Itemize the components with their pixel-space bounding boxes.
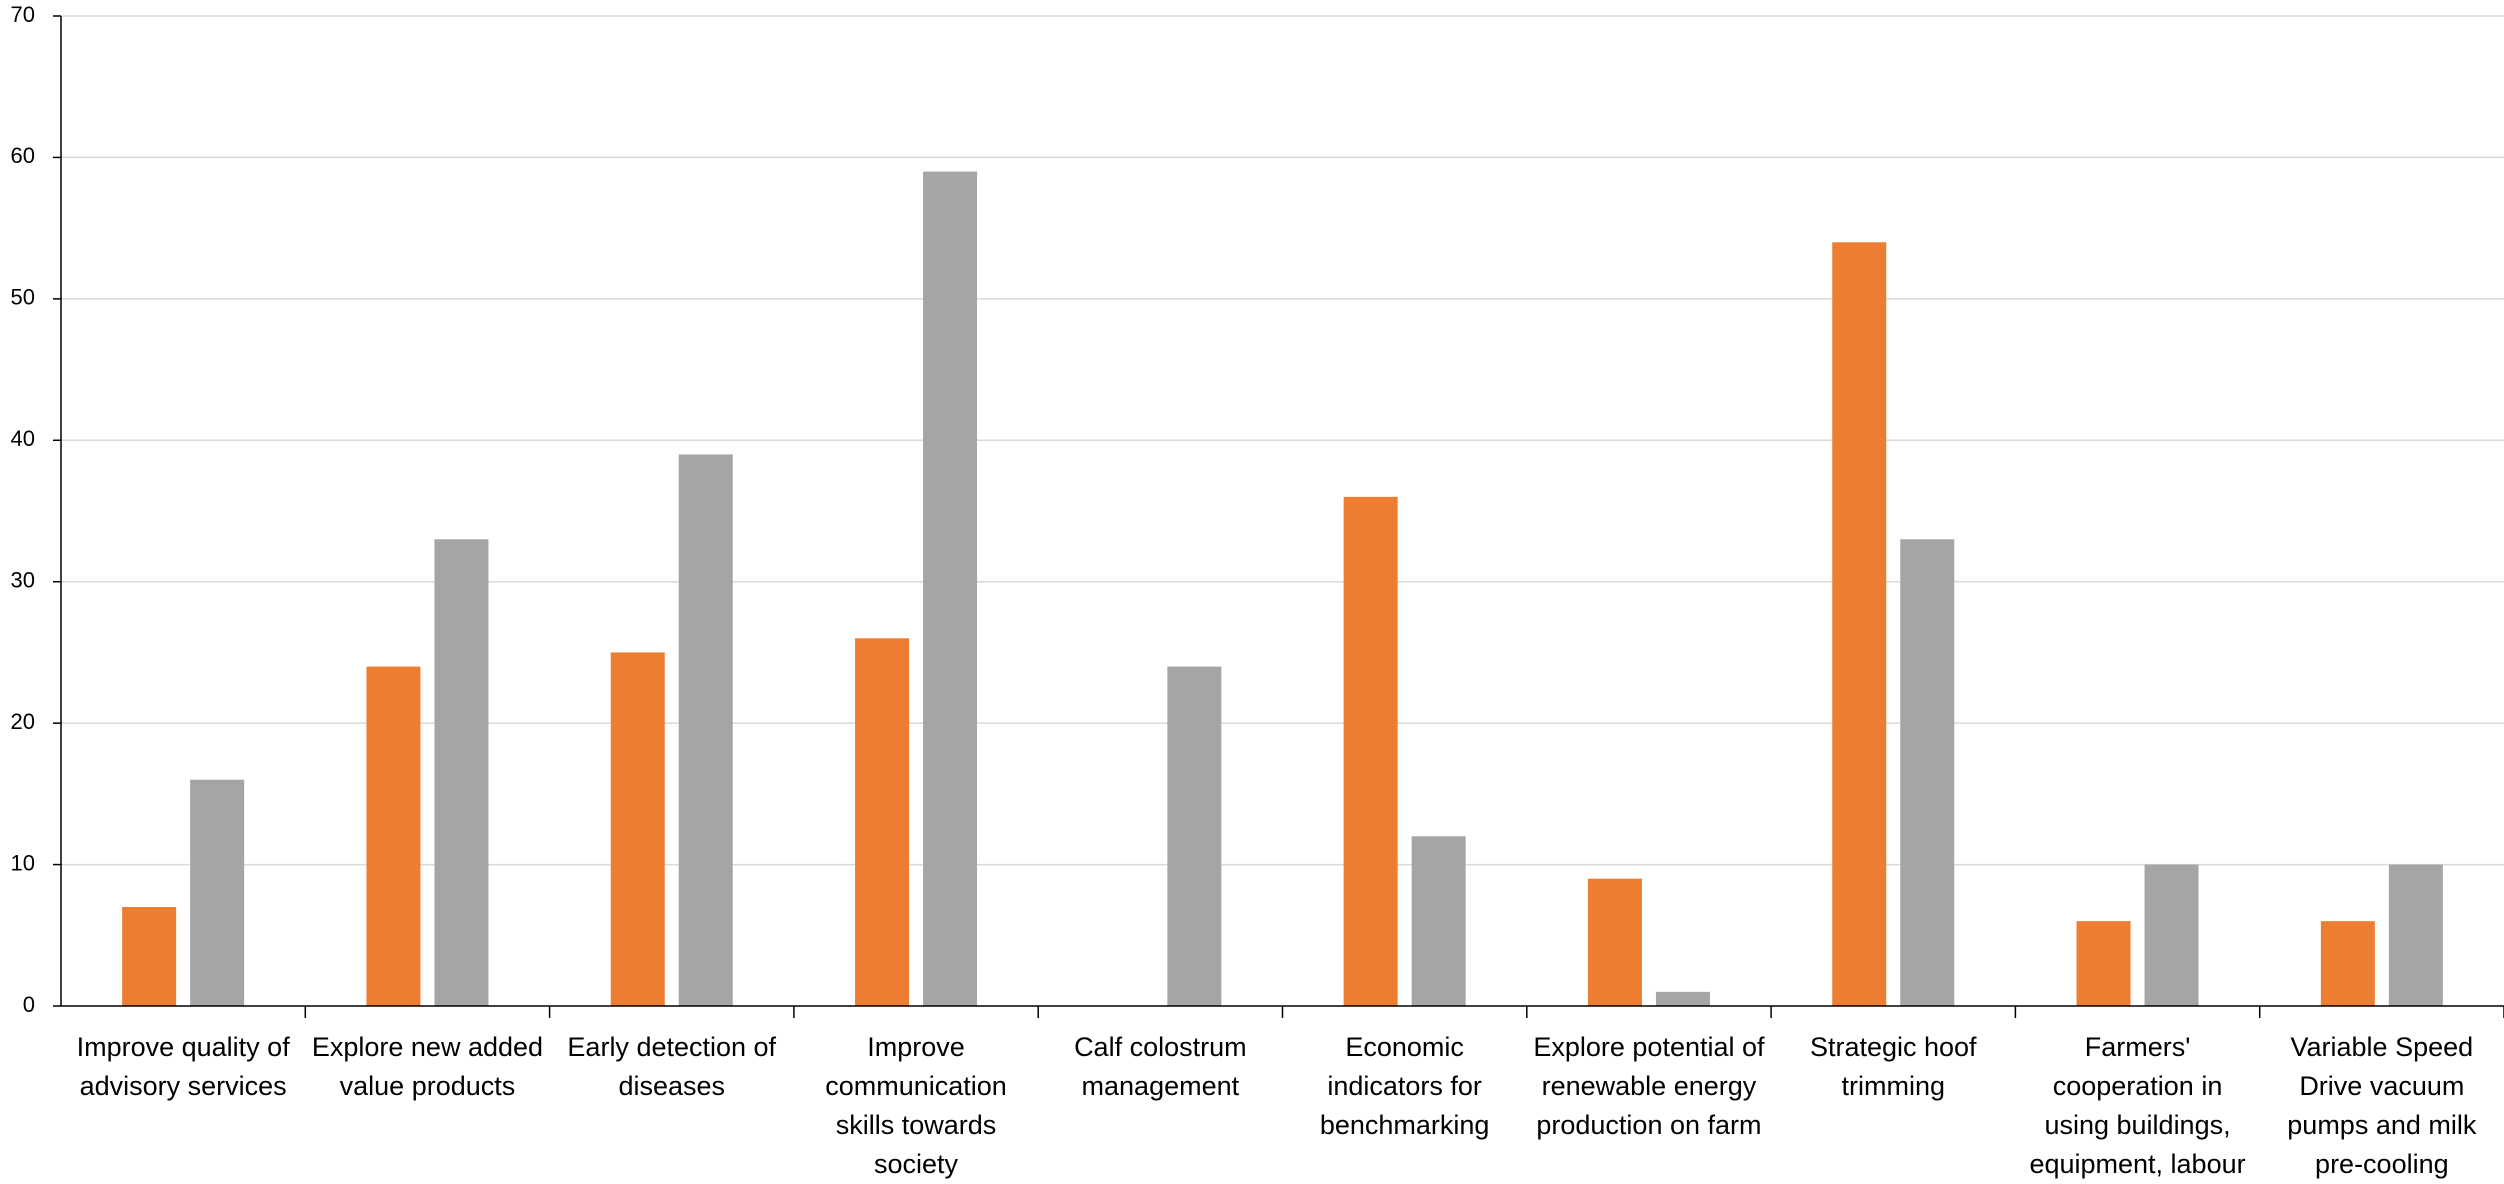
bar xyxy=(1832,242,1887,1007)
x-tick-label: Improve communication skills towards soc… xyxy=(825,1032,1007,1179)
x-tick-label: Explore new added value products xyxy=(311,1032,544,1101)
bar xyxy=(434,539,489,1006)
bar xyxy=(610,652,665,1006)
bar xyxy=(190,779,245,1006)
bar xyxy=(2076,921,2131,1006)
bar xyxy=(678,454,733,1006)
bar xyxy=(1655,991,1710,1006)
x-tick-label: Improve quality of advisory services xyxy=(76,1032,290,1101)
bar xyxy=(855,638,910,1006)
bar xyxy=(1167,666,1222,1006)
bar xyxy=(1900,539,1955,1006)
y-tick-label: 70 xyxy=(11,2,35,27)
x-tick-label: Economic indicators for benchmarking xyxy=(1319,1032,1490,1140)
x-tick-label: Variable Speed Drive vacuum pumps and mi… xyxy=(2287,1032,2477,1179)
y-tick-label: 0 xyxy=(23,992,35,1017)
x-tick-label: Farmers' cooperation in using buildings,… xyxy=(2029,1032,2246,1179)
bar xyxy=(122,907,177,1006)
y-tick-label: 60 xyxy=(11,143,35,168)
bar xyxy=(1587,878,1642,1006)
bar xyxy=(366,666,421,1006)
y-tick-label: 10 xyxy=(11,850,35,875)
bar xyxy=(2144,864,2199,1006)
y-tick-label: 30 xyxy=(11,568,35,593)
y-tick-label: 20 xyxy=(11,709,35,734)
y-tick-label: 40 xyxy=(11,426,35,451)
x-tick-label: Explore potential of renewable energy pr… xyxy=(1533,1032,1765,1140)
x-tick-label: Strategic hoof trimming xyxy=(1809,1032,1977,1101)
x-tick-label: Calf colostrum management xyxy=(1074,1032,1247,1101)
y-tick-label: 50 xyxy=(11,285,35,310)
x-tick-label: Early detection of diseases xyxy=(567,1032,777,1101)
bar xyxy=(1411,836,1466,1006)
bar xyxy=(923,171,978,1007)
bar xyxy=(2388,864,2443,1006)
bar xyxy=(2320,921,2375,1006)
bar xyxy=(1343,496,1398,1006)
